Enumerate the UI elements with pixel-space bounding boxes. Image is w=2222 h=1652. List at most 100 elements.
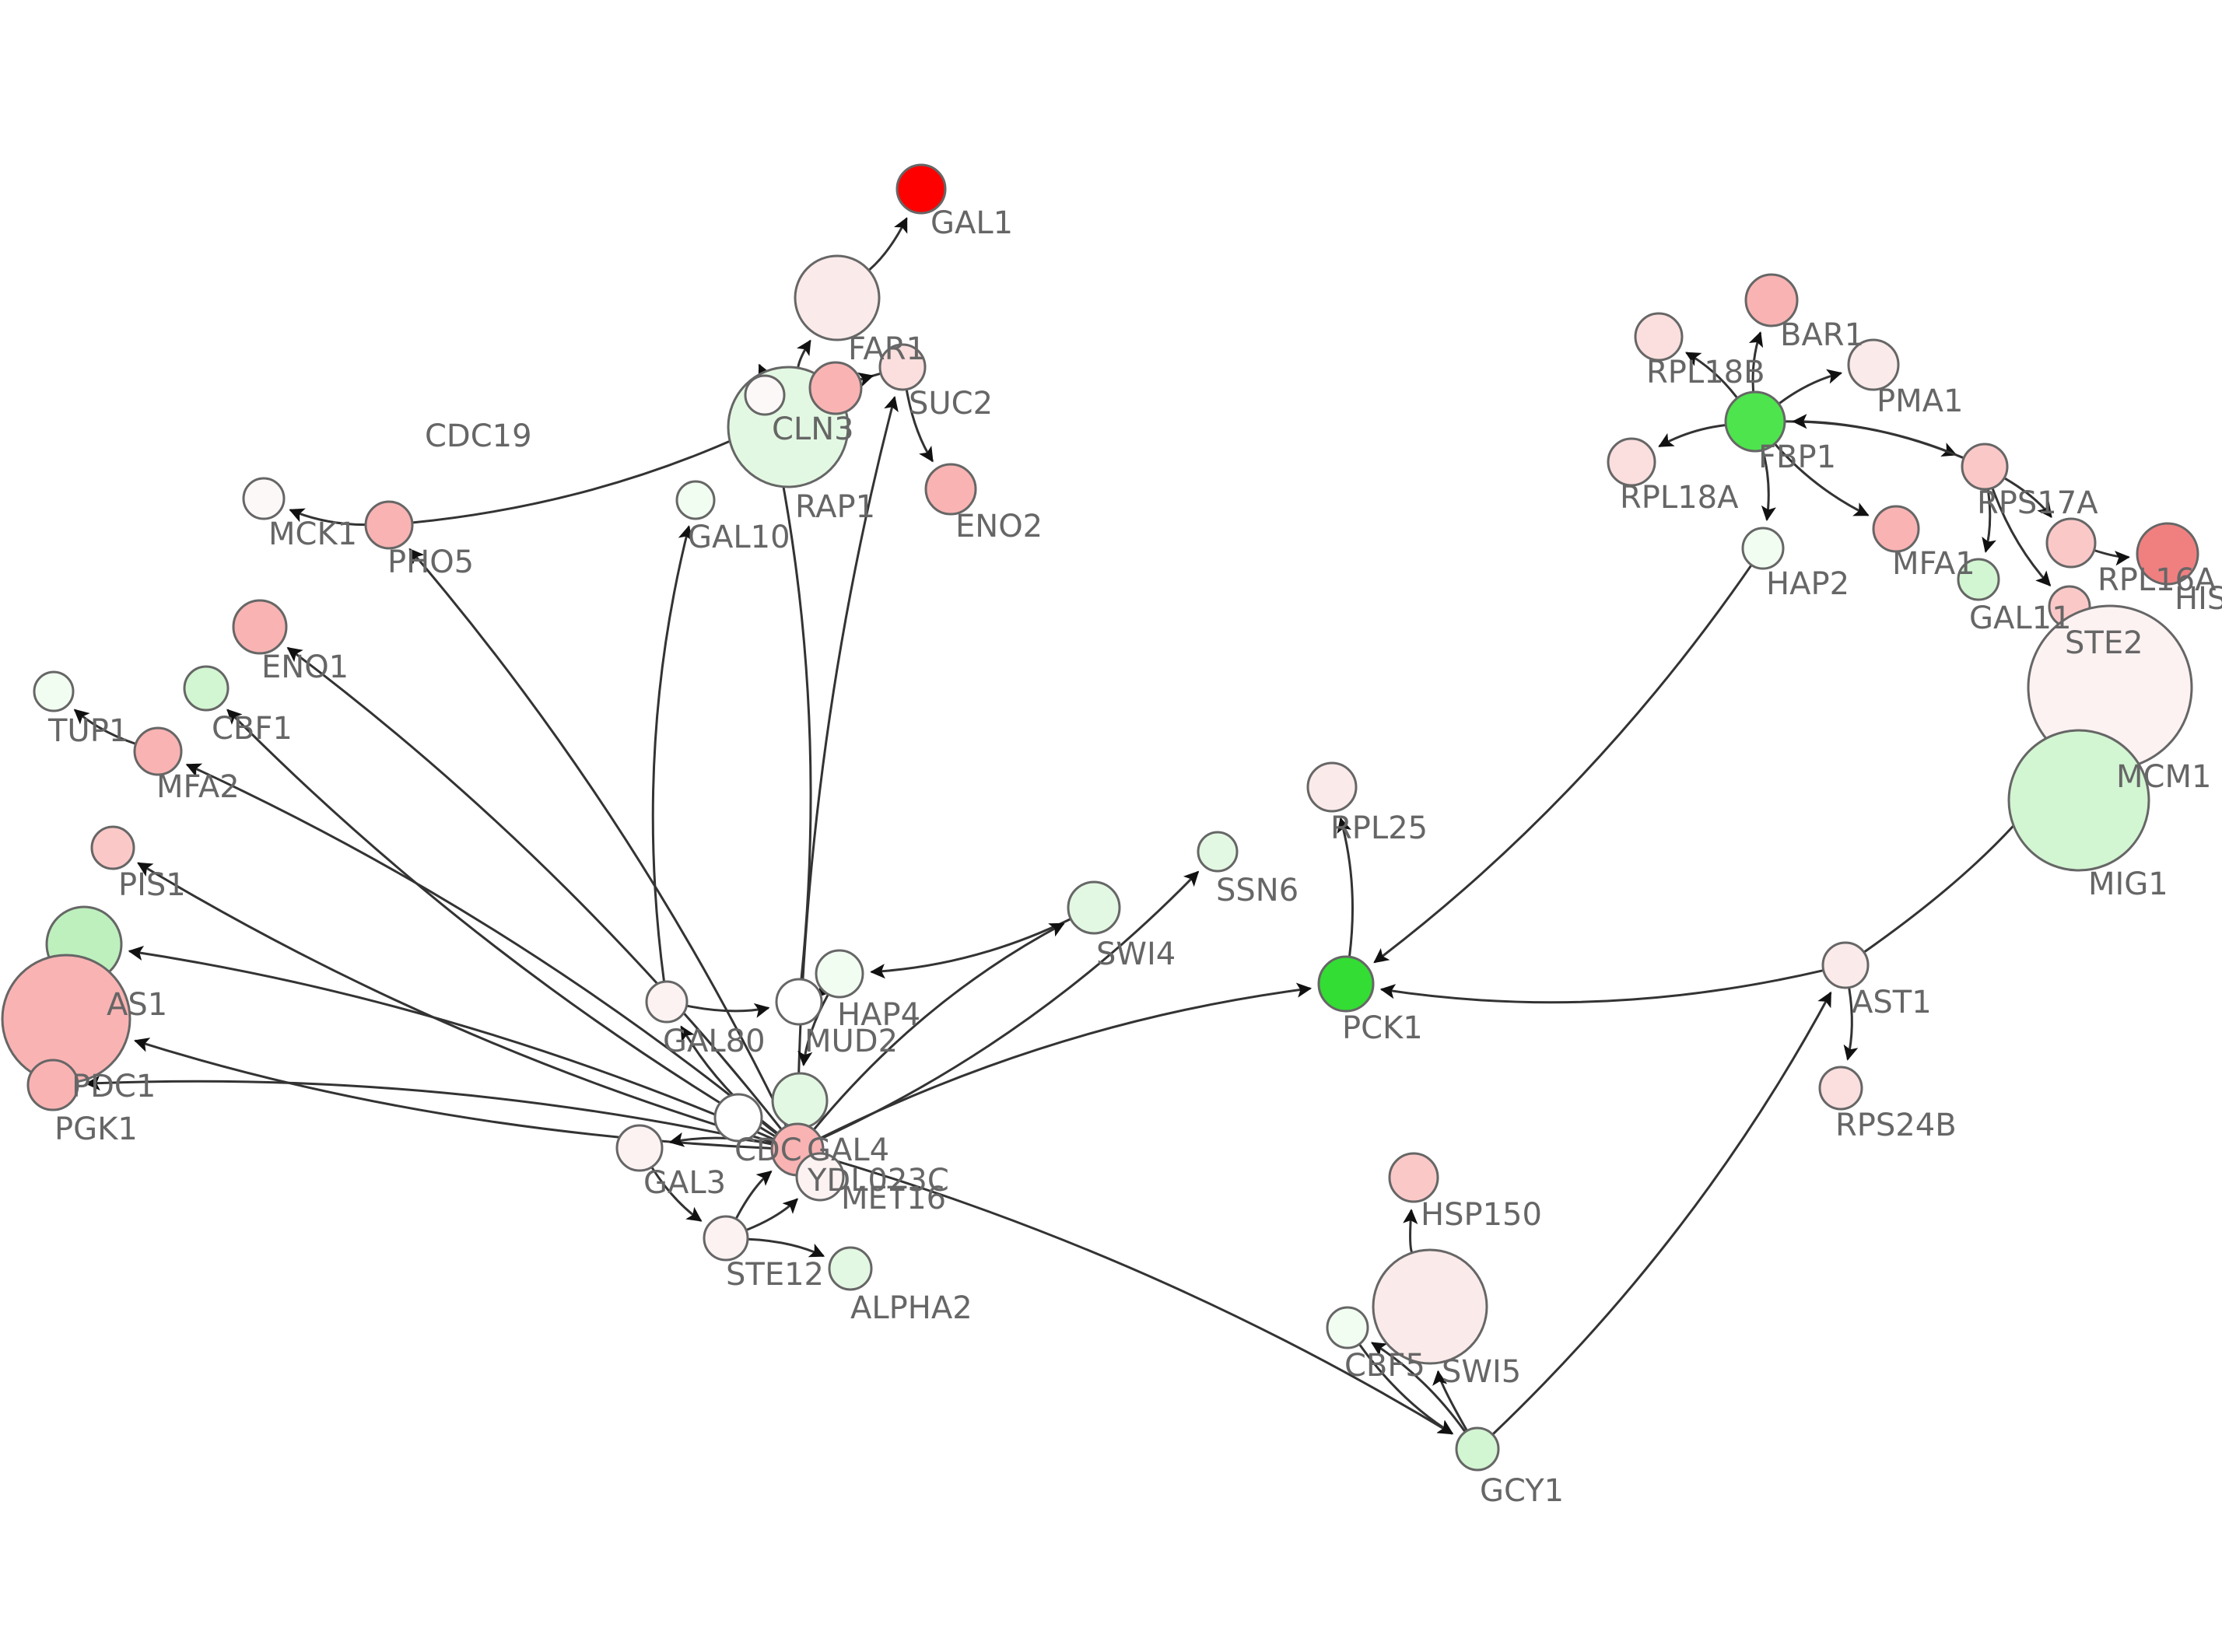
gene-node-cbf1[interactable] [183,665,230,712]
gene-label-hap4: HAP4 [837,997,920,1033]
gene-node-mck1[interactable] [242,477,286,520]
gene-node-rps17a[interactable] [1961,443,2009,491]
label-layer: GAL1 FAR1 SUC2 CLN3 RAP1 ENO2 CDC19 MCK1 PHO5 ENO… [47,205,2222,1509]
gene-label-suc2: SUC2 [909,386,993,422]
gene-label-pgk1: PGK1 [54,1111,138,1147]
gene-label-mig1: MIG1 [2088,866,2168,902]
edge-swi4-to-hap4 [870,918,1071,979]
gene-node-hap2[interactable] [1741,527,1785,570]
gene-label-met16: MET16 [841,1181,946,1216]
gene-label-mud2: MUD2 [804,1024,898,1059]
edge-gal4-to-mfa2 [185,763,778,1134]
gene-node-cdc19[interactable] [808,361,863,415]
gene-label-pis1: PIS1 [118,867,186,903]
gene-node-pma1[interactable] [1847,338,1900,391]
gene-label-rap1: RAP1 [795,489,875,525]
gene-label-ydl023c: YDL023C [807,1163,949,1199]
gene-node-bar1[interactable] [1744,273,1799,327]
edge-suc2-to-eno2 [905,390,934,463]
gene-node-cdc[interactable] [713,1093,763,1143]
edge-swi5-to-hsp150 [1403,1209,1418,1253]
gene-node-gcy1[interactable] [1455,1426,1500,1472]
gene-node-mfa2[interactable] [133,726,183,776]
gene-node-mud2[interactable] [775,978,823,1026]
edge-gal4-to-pck1 [820,982,1313,1139]
gene-label-swi5: SWI5 [1442,1354,1521,1390]
edge-gcy1-to-ast1 [1492,991,1832,1435]
gene-node-rps24b[interactable] [1818,1066,1863,1111]
gene-node-rpl16a[interactable] [2045,517,2097,569]
edge-pck1-to-rpl25 [1337,817,1354,957]
gene-label-mfa2: MFA2 [156,769,240,805]
gene-node-eno1[interactable] [232,599,288,655]
gene-label-rpl18b: RPL18B [1646,355,1765,390]
gene-label-cbf5: CBF5 [1344,1348,1425,1384]
gene-label-gal11: GAL11 [1969,600,2072,636]
edge-fbp1-to-hap2 [1761,450,1776,522]
gene-node-gal11[interactable] [1957,558,2000,601]
gene-node-pgk1[interactable] [26,1059,79,1111]
gene-label-ssn6: SSN6 [1216,873,1299,908]
edge-ste12-to-gal4 [735,1171,773,1219]
edge-ast1-to-rps24b [1843,988,1859,1061]
gene-label-fbp1: FBP1 [1758,439,1836,475]
gene-node-ssn6[interactable] [1197,831,1239,873]
gene-label-rpl18a: RPL18A [1620,480,1739,516]
edge-mud2-to-rap1 [766,421,812,979]
gene-node-his4[interactable] [2136,522,2199,586]
gene-node-swi5[interactable] [1372,1248,1488,1365]
gene-node-mfa1[interactable] [1872,505,1920,553]
gene-node-cbf5[interactable] [1326,1306,1369,1349]
gene-label-bar1: BAR1 [1780,317,1864,353]
gene-node-ste12[interactable] [703,1215,749,1262]
gene-node-far1[interactable] [794,254,881,341]
gene-label-gal3: GAL3 [643,1165,726,1201]
gene-label-cln3: CLN3 [772,411,854,447]
gene-label-swi4: SWI4 [1096,936,1176,972]
edge-gal4-to-gal80 [680,1025,777,1135]
edge-gal4-to-gcy1 [822,1156,1453,1435]
gene-node-mig1[interactable] [2007,729,2150,872]
edge-gal4-to-pho5 [408,548,787,1127]
edge-gal80-to-gal10 [651,525,693,982]
gene-label-hap2: HAP2 [1766,566,1849,602]
gene-node-fbp1[interactable] [1724,390,1786,453]
gene-label-alpha2: ALPHA2 [850,1290,973,1326]
gene-node-suc2[interactable] [878,343,927,391]
gene-node-hap4[interactable] [815,949,864,999]
gene-label-rps17a: RPS17A [1977,485,2098,521]
edge-rps17a-to-gal11 [1982,489,1996,553]
gene-node-tup1[interactable] [33,670,75,712]
gene-node-hsp150[interactable] [1388,1152,1439,1203]
gene-node-eno2[interactable] [924,463,977,516]
gene-node-rpl18a[interactable] [1607,437,1656,487]
gene-node-pck1[interactable] [1317,955,1375,1013]
gene-node-gal3[interactable] [615,1124,664,1172]
gene-node-gal10[interactable] [675,480,716,520]
edge-far1-to-gal1 [868,217,908,271]
gene-node-ast1[interactable] [1821,941,1870,989]
edge-ste12-to-alpha2 [748,1237,825,1258]
gene-node-pho5[interactable] [364,500,414,550]
edge-rps17a-to-ste2 [1991,488,2052,587]
edge-gal4-to-cbf1 [226,709,776,1137]
gene-node-pis1[interactable] [90,825,135,870]
edge-gal4-to-as1 [128,946,774,1140]
gene-node-alpha2[interactable] [828,1246,873,1291]
gene-label-rpl16a: RPL16A [2098,562,2217,598]
gene-node-met16[interactable] [771,1072,829,1129]
gene-label-hsp150: HSP150 [1421,1197,1542,1233]
edge-gal3-to-ste12 [650,1167,703,1222]
gene-label-gal80: GAL80 [663,1024,766,1059]
gene-node-swi4[interactable] [1067,880,1121,935]
gene-label-gcy1: GCY1 [1480,1473,1564,1509]
gene-node-gal80[interactable] [645,980,689,1024]
gene-node-rpl25[interactable] [1306,761,1358,813]
gene-node-ydl023c[interactable] [795,1152,845,1202]
edge-pho5-to-mck1 [289,508,366,527]
gene-node-rap1[interactable] [744,374,786,416]
gene-node-gal1[interactable] [895,163,947,215]
gene-node-rpl18b[interactable] [1634,312,1684,362]
gene-label-pck1: PCK1 [1342,1010,1423,1046]
